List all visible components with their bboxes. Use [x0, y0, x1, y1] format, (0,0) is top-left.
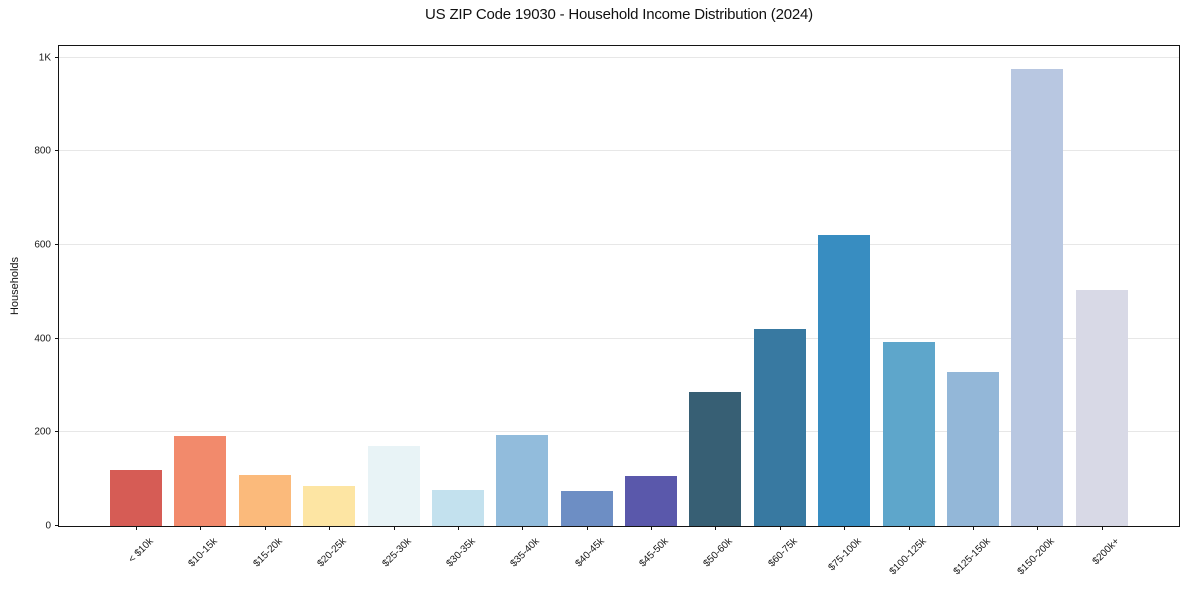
bar-2: [174, 436, 227, 526]
y-axis-label: Households: [9, 256, 21, 316]
x-axis-tick: [844, 526, 846, 530]
x-tick-label: $50-60k: [701, 536, 736, 570]
bar-15: [1011, 69, 1064, 526]
x-axis-tick: [586, 526, 588, 530]
x-axis-tick: [264, 526, 266, 530]
x-tick-label: $200k+: [1090, 536, 1122, 568]
gridline: [59, 56, 1179, 58]
gridline: [59, 337, 1179, 339]
bar-12: [818, 234, 871, 526]
x-tick-label: $15-20k: [251, 536, 285, 570]
y-tick-label: 1K: [38, 52, 51, 64]
x-tick-label: $45-50k: [637, 536, 671, 570]
y-tick-label: 400: [34, 333, 51, 345]
bar-14: [946, 371, 999, 526]
bar-9: [625, 476, 678, 526]
bar-13: [882, 341, 935, 526]
bar-3: [238, 474, 291, 526]
gridline: [59, 244, 1179, 246]
y-tick-label: 200: [34, 426, 51, 438]
x-axis-tick: [136, 526, 137, 530]
x-axis-tick: [651, 526, 653, 530]
x-tick-label: $25-30k: [379, 536, 414, 570]
x-axis-tick: [457, 526, 459, 530]
bar-4: [303, 485, 356, 526]
bar-10: [689, 392, 742, 526]
bar-5: [367, 446, 420, 526]
x-tick-label: $100-125k: [887, 536, 929, 578]
x-tick-label: $150-200k: [1015, 536, 1058, 578]
x-tick-label: $60-75k: [766, 536, 800, 570]
bar-7: [496, 435, 549, 526]
chart-title: US ZIP Code 19030 - Household Income Dis…: [425, 6, 813, 23]
y-axis-tick: [55, 525, 59, 526]
y-axis-tick: [55, 431, 59, 433]
x-tick-label: $35-40k: [508, 536, 543, 570]
bar-11: [753, 328, 806, 526]
x-tick-label: $30-35k: [444, 536, 478, 570]
x-axis-tick: [908, 526, 910, 530]
x-axis-tick: [715, 526, 717, 530]
y-tick-label: 600: [34, 239, 51, 251]
bar-6: [431, 490, 484, 526]
x-axis-tick: [200, 526, 202, 530]
x-tick-label: $40-45k: [573, 536, 607, 570]
plot-area: 0 200 400 600 800 1K < $10k $10-15k $15-20k $20-2…: [34, 45, 1180, 577]
y-tick-label: 0: [45, 520, 51, 532]
bar-8: [560, 490, 613, 526]
y-axis-tick: [55, 337, 59, 339]
y-axis-tick: [55, 150, 59, 152]
x-axis-tick: [393, 526, 395, 530]
x-axis-tick: [1101, 526, 1103, 530]
x-axis-tick: [779, 526, 781, 530]
y-tick-label: 800: [34, 145, 51, 157]
x-axis-tick: [972, 526, 974, 530]
x-axis-tick: [1037, 526, 1039, 530]
x-axis-tick: [329, 526, 331, 530]
y-axis-tick: [55, 56, 59, 58]
bar-1: [110, 469, 162, 526]
x-tick-label: < $10k: [126, 536, 156, 566]
gridline: [59, 150, 1179, 152]
x-tick-label: $20-25k: [315, 536, 349, 570]
bar-16: [1075, 290, 1128, 526]
gridline: [59, 431, 1179, 433]
y-axis-tick: [55, 244, 59, 246]
x-tick-label: $10-15k: [186, 536, 221, 570]
x-tick-label: $125-150k: [951, 536, 993, 578]
x-tick-label: $75-100k: [826, 536, 864, 574]
x-axis-tick: [522, 526, 524, 530]
